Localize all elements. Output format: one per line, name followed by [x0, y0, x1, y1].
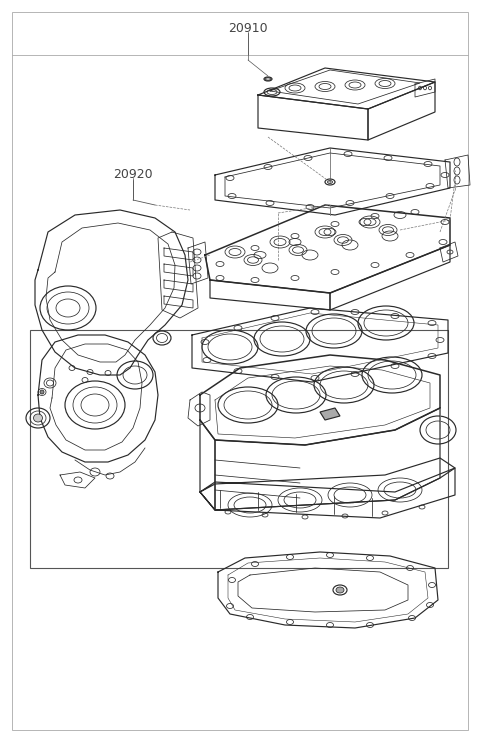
Bar — [30, 330, 448, 568]
Text: 20920: 20920 — [113, 168, 153, 181]
Ellipse shape — [327, 181, 333, 184]
Ellipse shape — [34, 414, 43, 422]
Ellipse shape — [264, 77, 272, 81]
Ellipse shape — [40, 390, 44, 394]
Text: 20910: 20910 — [228, 22, 268, 35]
Polygon shape — [320, 408, 340, 420]
Ellipse shape — [336, 587, 344, 593]
